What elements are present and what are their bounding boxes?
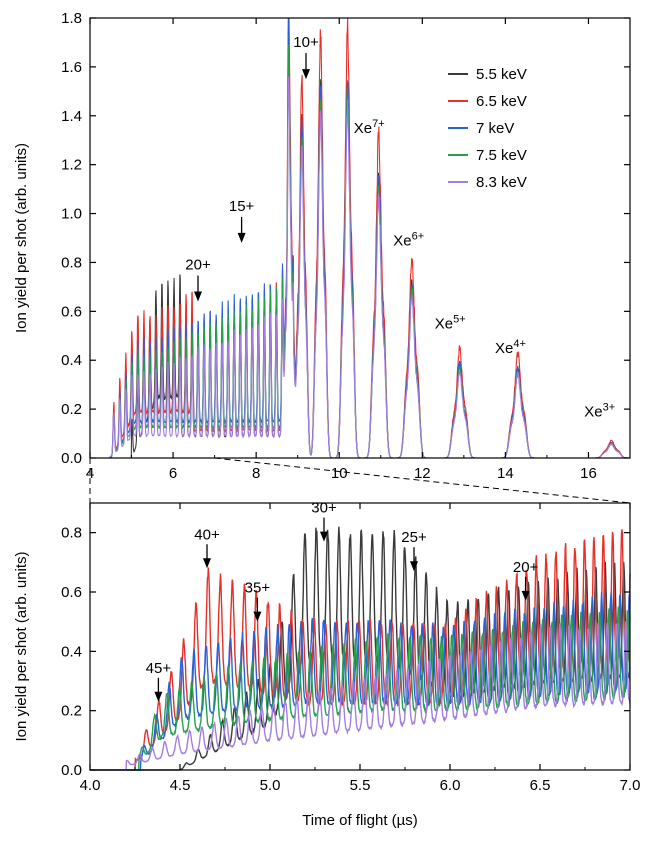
peak-label: Xe5+: [435, 313, 466, 332]
top-series-line: [90, 49, 630, 459]
top-y-tick-label: 0.8: [61, 254, 82, 271]
top-plot-frame: [89, 17, 631, 459]
bottom-series-group: [90, 526, 631, 771]
annotation-label: 20+: [185, 257, 211, 274]
top-y-tick-label: 0.0: [61, 450, 82, 467]
top-y-tick-label: 1.8: [61, 10, 82, 27]
legend-label: 7.5 keV: [476, 147, 527, 164]
legend: 5.5 keV 6.5 keV 7 keV 7.5 keV 8.3 keV: [448, 66, 527, 191]
bottom-x-tick-label: 5.5: [350, 777, 371, 794]
annotation-arrow-head: [203, 558, 211, 569]
top-x-tick-label: 8: [252, 465, 260, 482]
annotation-arrow-head: [302, 69, 310, 80]
annotation-label: 40+: [194, 526, 220, 543]
annotation-arrow-head: [154, 691, 163, 702]
top-x-tick-label: 6: [169, 465, 177, 482]
peak-label: Xe6+: [393, 230, 424, 249]
legend-label: 5.5 keV: [476, 66, 527, 83]
annotation-label: 15+: [229, 198, 255, 215]
annotation-label: 20+: [513, 559, 539, 576]
top-y-tick-label: 1.6: [61, 59, 82, 76]
top-series-line: [90, 17, 630, 459]
top-x-tick-label: 16: [580, 465, 597, 482]
annotation-label: 25+: [401, 529, 427, 546]
x-axis-title: Time of flight (µs): [302, 812, 418, 829]
bottom-y-tick-label: 0.2: [61, 703, 82, 720]
bottom-y-axis-title: Ion yield per shot (arb. units): [13, 551, 30, 741]
bottom-y-tick-label: 0.8: [61, 525, 82, 542]
top-x-tick-label: 14: [497, 465, 514, 482]
top-panel: 0.00.20.40.60.81.01.21.41.61.84 6 8 10 12 14 1…: [61, 10, 631, 482]
bottom-x-tick-label: 6.5: [530, 777, 551, 794]
legend-label: 8.3 keV: [476, 174, 527, 191]
annotation-label: 45+: [146, 660, 172, 677]
bottom-series-line: [90, 606, 631, 771]
bottom-x-tick-label: 4.5: [170, 777, 191, 794]
bottom-y-tick-label: 0.4: [61, 643, 82, 660]
zoom-connector-lines: [89, 457, 631, 504]
annotation-label: 30+: [311, 500, 337, 517]
annotation-label: 35+: [245, 580, 271, 597]
legend-label: 7 keV: [476, 120, 514, 137]
annotation-arrow-head: [253, 611, 262, 622]
bottom-x-tick-label: 7.0: [620, 777, 641, 794]
annotation-arrow-head: [320, 531, 328, 542]
peak-label: Xe7+: [354, 118, 385, 137]
bottom-panel: 0.0 0.2 0.4 0.6 0.8 4.0 4.5 5.0 5.5 6.0 6.5 7.0 45+ 4…: [61, 500, 640, 794]
top-x-tick-label: 12: [414, 465, 431, 482]
annotation-arrow-head: [194, 291, 202, 302]
top-y-axis-title: Ion yield per shot (arb. units): [13, 143, 30, 333]
top-x-tick-label: 10: [331, 465, 348, 482]
annotation-label: 10+: [293, 34, 319, 51]
legend-label: 6.5 keV: [476, 93, 527, 110]
annotation-arrow-head: [410, 561, 418, 572]
peak-label: Xe3+: [584, 401, 615, 420]
top-series-line: [90, 17, 630, 459]
bottom-x-tick-label: 6.0: [440, 777, 461, 794]
top-y-tick-label: 0.6: [61, 303, 82, 320]
top-y-tick-label: 1.0: [61, 206, 82, 223]
top-y-tick-label: 0.2: [61, 401, 82, 418]
annotation-arrow-head: [521, 590, 530, 601]
bottom-x-tick-label: 5.0: [260, 777, 281, 794]
bottom-y-tick-label: 0.0: [61, 762, 82, 779]
bottom-y-tick-label: 0.6: [61, 584, 82, 601]
top-series-group: [90, 17, 630, 459]
bottom-x-tick-label: 4.0: [80, 777, 101, 794]
top-y-tick-label: 1.2: [61, 157, 82, 174]
top-y-tick-label: 1.4: [61, 108, 82, 125]
annotation-arrow-head: [237, 232, 246, 243]
top-y-tick-label: 0.4: [61, 352, 82, 369]
peak-label: Xe4+: [495, 338, 526, 357]
bottom-series-line: [90, 621, 631, 771]
